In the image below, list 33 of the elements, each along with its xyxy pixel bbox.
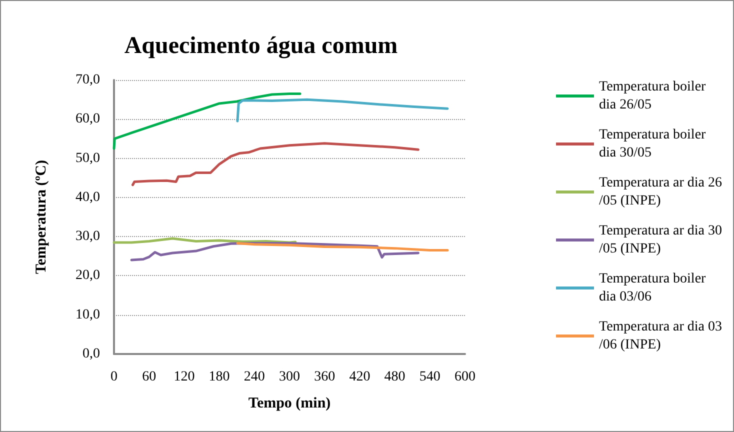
x-tick-label: 600 [454,370,476,384]
legend-label: Temperatura ar dia 26/05 (INPE) [599,176,722,208]
x-axis-title: Tempo (min) [248,396,331,412]
legend-label: Temperatura ar dia 30/05 (INPE) [599,224,722,256]
chart-title: Aquecimento água comum [124,33,398,59]
y-tick-label: 30,0 [76,229,100,244]
x-tick-label: 420 [349,370,370,384]
y-tick-label: 70,0 [76,72,100,88]
line-series [236,98,449,122]
x-tick-label: 120 [174,370,195,384]
legend-label: Temperatura boiler dia 03/06 [599,272,710,304]
x-tick-label: 540 [419,370,440,384]
y-tick-label: 10,0 [76,307,100,322]
legend-label: Temperatura boiler dia 26/05 [599,80,710,112]
y-tick-label: 40,0 [76,190,100,205]
x-tick-label: 240 [244,370,265,384]
y-tick-label: 60,0 [76,112,100,127]
line-series [131,142,420,186]
y-tick-label: 0,0 [82,346,100,362]
line-series [130,242,420,262]
x-tick-label: 180 [208,370,230,384]
x-tick-label: 480 [384,370,406,384]
x-tick-label: 300 [279,370,300,384]
y-tick-label: 50,0 [76,150,100,166]
line-series [112,92,302,150]
x-tick-label: 0 [110,370,118,384]
line-series [236,242,449,252]
legend-label: Temperatura ar dia 03/06 (INPE) [599,320,722,352]
y-tick-label: 20,0 [76,268,100,284]
legend-label: Temperatura boiler dia 30/05 [599,128,710,160]
x-tick-label: 60 [142,370,156,384]
x-tick-label: 360 [314,370,336,384]
y-axis-title: Temperatura (ºC) [34,160,50,274]
